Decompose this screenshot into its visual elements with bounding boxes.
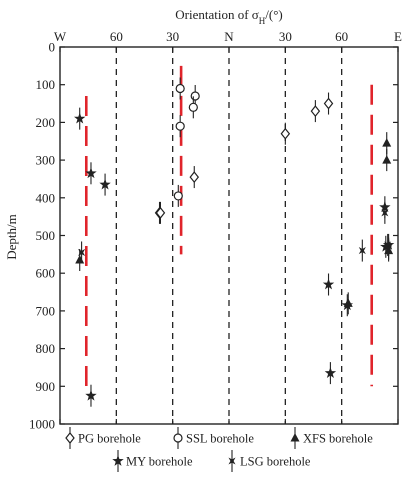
x-tick-label: E bbox=[394, 29, 402, 44]
y-tick-label: 400 bbox=[36, 190, 56, 205]
legend-item-ssl-borehole: SSL borehole bbox=[173, 427, 254, 449]
legend-marker bbox=[65, 427, 75, 449]
pg-borehole-point bbox=[155, 201, 166, 224]
legend: PG borehole SSL borehole XFS borehole MY bo… bbox=[65, 427, 373, 472]
x-tick-label: W bbox=[54, 29, 67, 44]
y-tick-label: 300 bbox=[36, 153, 56, 168]
legend-label: SSL borehole bbox=[186, 432, 254, 446]
ssl-borehole-point bbox=[175, 115, 185, 138]
pg-borehole-point bbox=[323, 92, 334, 115]
my-borehole-point bbox=[74, 107, 86, 130]
legend-label: MY borehole bbox=[126, 455, 193, 469]
y-tick-label: 800 bbox=[36, 341, 56, 356]
my-borehole-point bbox=[322, 273, 335, 296]
legend-marker bbox=[290, 427, 300, 449]
grid-lines bbox=[115, 47, 343, 424]
axis-ticks: 0 100 200 300 400 500 600 700 800 900 1000 W 60 30 N 30… bbox=[29, 29, 402, 432]
x-tick-label: N bbox=[224, 29, 234, 44]
ssl-borehole-point bbox=[188, 96, 198, 119]
legend-item-lsg-borehole: LSG borehole bbox=[228, 450, 311, 472]
mean-orientation-lines bbox=[84, 65, 374, 387]
my-borehole-point bbox=[85, 384, 97, 407]
x-tick-label: 60 bbox=[335, 29, 348, 44]
ssl-borehole-point bbox=[173, 184, 183, 207]
lsg-borehole-point bbox=[358, 239, 366, 262]
chart-title: Orientation of σH/(°) bbox=[175, 7, 283, 26]
legend-label: XFS borehole bbox=[303, 432, 373, 446]
legend-item-xfs-borehole: XFS borehole bbox=[290, 427, 373, 449]
legend-item-pg-borehole: PG borehole bbox=[65, 427, 141, 449]
y-tick-label: 500 bbox=[36, 228, 56, 243]
my-borehole-point bbox=[341, 294, 354, 317]
y-tick-label: 0 bbox=[49, 40, 56, 55]
y-tick-label: 900 bbox=[36, 379, 56, 394]
y-tick-label: 600 bbox=[36, 266, 56, 281]
legend-item-my-borehole: MY borehole bbox=[112, 450, 193, 472]
legend-marker bbox=[228, 450, 236, 472]
pg-borehole-point bbox=[189, 166, 200, 189]
lsg-borehole-point bbox=[78, 241, 86, 264]
x-tick-label: 30 bbox=[279, 29, 292, 44]
pg-borehole-point bbox=[310, 100, 321, 123]
xfs-borehole-point bbox=[382, 149, 392, 172]
legend-marker bbox=[112, 450, 124, 472]
lsg-borehole-point bbox=[381, 201, 389, 224]
y-tick-label: 1000 bbox=[29, 417, 55, 432]
lsg-borehole-point bbox=[385, 237, 393, 260]
y-tick-label: 700 bbox=[36, 303, 56, 318]
my-borehole-point bbox=[324, 362, 337, 385]
my-borehole-point bbox=[99, 173, 111, 196]
y-tick-label: 200 bbox=[36, 115, 56, 130]
y-tick-label: 100 bbox=[36, 77, 56, 92]
ssl-borehole-point bbox=[175, 77, 185, 100]
data-points bbox=[74, 77, 395, 407]
y-axis-title: Depth/m bbox=[4, 214, 19, 260]
x-tick-label: 60 bbox=[110, 29, 123, 44]
my-borehole-point bbox=[85, 162, 97, 185]
x-tick-label: 30 bbox=[166, 29, 179, 44]
legend-marker bbox=[173, 427, 183, 449]
legend-label: PG borehole bbox=[78, 432, 141, 446]
legend-label: LSG borehole bbox=[240, 455, 311, 469]
pg-borehole-point bbox=[280, 122, 291, 145]
